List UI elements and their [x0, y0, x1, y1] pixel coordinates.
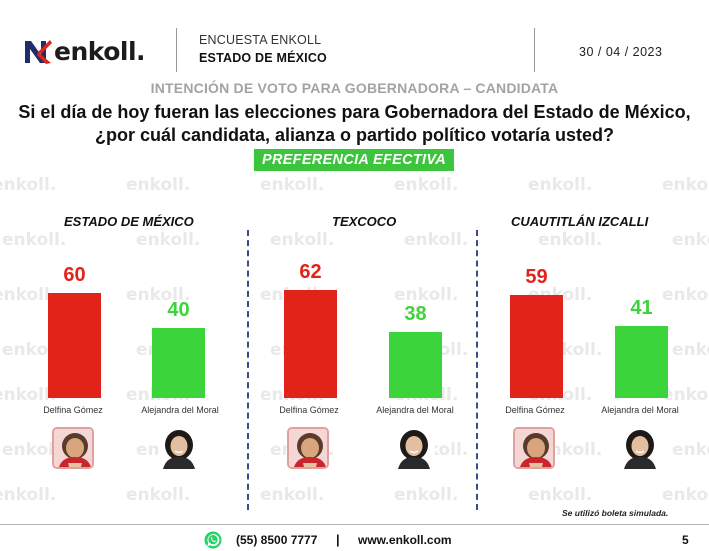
watermark-logo: enkoll. — [0, 485, 57, 505]
footer: (55) 8500 7777 | www.enkoll.com 5 — [0, 530, 709, 550]
region-separator — [476, 230, 478, 510]
footer-separator: | — [336, 532, 340, 547]
header-divider — [534, 28, 535, 72]
survey-question: Si el día de hoy fueran las elecciones p… — [0, 101, 709, 147]
watermark-logo: enkoll. — [528, 485, 593, 505]
watermark-logo: enkoll. — [538, 230, 603, 250]
watermark-logo: enkoll. — [662, 385, 709, 405]
candidate-photo-delfina — [287, 427, 329, 469]
candidate-photo-delfina — [513, 427, 555, 469]
watermark-logo: enkoll. — [394, 175, 459, 195]
watermark-logo: enkoll. — [672, 230, 709, 250]
state-label: ESTADO DE MÉXICO — [199, 51, 327, 65]
watermark-logo: enkoll. — [0, 175, 57, 195]
watermark-logo: enkoll. — [2, 230, 67, 250]
bar-value-label: 41 — [630, 297, 653, 320]
footer-website-link[interactable]: www.enkoll.com — [358, 533, 452, 547]
region-separator — [247, 230, 249, 510]
watermark-logo: enkoll. — [270, 230, 335, 250]
bar-value-label: 60 — [63, 264, 86, 286]
enkoll-logo-icon — [25, 40, 52, 64]
watermark-logo: enkoll. — [662, 485, 709, 505]
watermark-logo: enkoll. — [260, 485, 325, 505]
region-title: TEXCOCO — [332, 214, 397, 229]
bar-value-label: 40 — [167, 299, 190, 321]
candidate-name: Delfina Gómez — [505, 405, 565, 415]
candidate-photo-alejandra — [393, 427, 435, 469]
watermark-logo: enkoll. — [662, 175, 709, 195]
question-line-2: ¿por cuál candidata, alianza o partido p… — [94, 125, 615, 145]
region-title: CUAUTITLÁN IZCALLI — [511, 214, 649, 229]
region-title: ESTADO DE MÉXICO — [64, 214, 194, 229]
watermark-logo: enkoll. — [126, 175, 191, 195]
header-divider — [176, 28, 177, 72]
survey-label: ENCUESTA ENKOLL — [199, 33, 322, 47]
candidate-name: Alejandra del Moral — [601, 405, 679, 415]
enkoll-logo: enkoll. — [22, 34, 146, 68]
page-number: 5 — [682, 533, 689, 547]
survey-date: 30 / 04 / 2023 — [579, 45, 663, 59]
watermark-logo: enkoll. — [260, 175, 325, 195]
bar — [48, 293, 101, 398]
candidate-name: Delfina Gómez — [43, 405, 103, 415]
footer-phone: (55) 8500 7777 — [236, 533, 318, 547]
watermark-logo: enkoll. — [672, 440, 709, 460]
footnote: Se utilizó boleta simulada. — [562, 508, 669, 518]
whatsapp-icon — [204, 531, 222, 549]
logo-wordmark: enkoll. — [54, 36, 146, 66]
candidate-name: Delfina Gómez — [279, 405, 339, 415]
watermark-logo: enkoll. — [528, 175, 593, 195]
bar — [510, 294, 563, 398]
header: enkoll. ENCUESTA ENKOLL ESTADO DE MÉXICO… — [0, 0, 709, 80]
preference-badge: PREFERENCIA EFECTIVA — [254, 149, 454, 171]
bar-value-label: 59 — [525, 265, 548, 288]
watermark-logo: enkoll. — [404, 230, 469, 250]
bar — [152, 328, 205, 398]
chart-subtitle: INTENCIÓN DE VOTO PARA GOBERNADORA – CAN… — [150, 80, 559, 96]
watermark-logo: enkoll. — [126, 485, 191, 505]
candidate-name: Alejandra del Moral — [376, 405, 454, 415]
question-line-1: Si el día de hoy fueran las elecciones p… — [18, 102, 691, 122]
bar — [615, 326, 668, 398]
footer-divider — [0, 524, 709, 525]
watermark-logo: enkoll. — [136, 230, 201, 250]
watermark-logo: enkoll. — [672, 340, 709, 360]
bar-value-label: 62 — [299, 260, 322, 283]
watermark-logo: enkoll. — [394, 485, 459, 505]
bar — [389, 331, 442, 398]
bar — [284, 289, 337, 398]
bar-value-label: 38 — [404, 302, 427, 325]
candidate-photo-delfina — [52, 427, 94, 469]
candidate-photo-alejandra — [158, 427, 200, 469]
candidate-name: Alejandra del Moral — [141, 405, 219, 415]
candidate-photo-alejandra — [619, 427, 661, 469]
